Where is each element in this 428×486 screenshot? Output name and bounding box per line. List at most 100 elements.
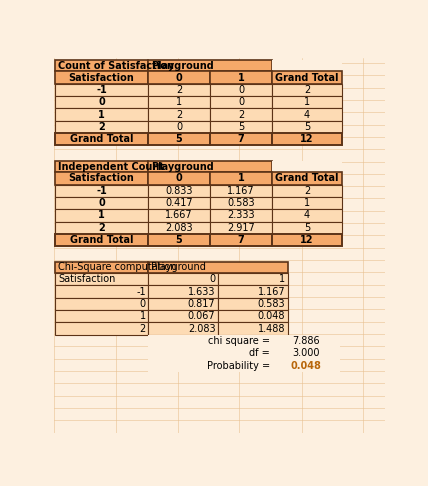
Text: 5: 5 bbox=[304, 223, 310, 233]
Text: 7.886: 7.886 bbox=[292, 336, 320, 346]
Text: 1.167: 1.167 bbox=[227, 186, 255, 196]
Text: 1.167: 1.167 bbox=[258, 287, 285, 296]
Bar bbox=[55, 108, 148, 121]
Bar bbox=[272, 209, 342, 222]
Text: 1: 1 bbox=[304, 97, 310, 107]
Text: 5: 5 bbox=[175, 235, 182, 245]
Bar bbox=[218, 310, 288, 322]
Text: 0: 0 bbox=[175, 174, 182, 183]
Bar bbox=[148, 197, 210, 209]
Bar bbox=[55, 60, 148, 71]
Text: 0: 0 bbox=[238, 97, 244, 107]
Text: 4: 4 bbox=[304, 109, 310, 120]
Bar bbox=[272, 172, 342, 185]
Bar bbox=[55, 185, 148, 197]
Bar bbox=[55, 161, 148, 172]
Text: 1.488: 1.488 bbox=[258, 324, 285, 333]
Text: chi square =: chi square = bbox=[208, 336, 270, 346]
Text: 0.417: 0.417 bbox=[165, 198, 193, 208]
Bar bbox=[210, 133, 272, 145]
Bar bbox=[218, 298, 288, 310]
Bar bbox=[272, 71, 342, 84]
Bar bbox=[218, 285, 288, 298]
Bar bbox=[272, 60, 342, 71]
Bar bbox=[55, 322, 148, 335]
Text: Grand Total: Grand Total bbox=[275, 72, 339, 83]
Text: Grand Total: Grand Total bbox=[70, 134, 133, 144]
Bar bbox=[148, 359, 272, 372]
Bar bbox=[148, 273, 218, 285]
Text: 2: 2 bbox=[98, 223, 105, 233]
Text: Chi-Square computation: Chi-Square computation bbox=[58, 262, 177, 272]
Text: 1: 1 bbox=[98, 210, 105, 220]
Text: 2: 2 bbox=[98, 122, 105, 132]
Bar bbox=[148, 209, 210, 222]
Bar bbox=[218, 273, 288, 285]
Bar bbox=[272, 347, 340, 359]
Bar bbox=[148, 261, 288, 273]
Bar bbox=[272, 359, 340, 372]
Text: 1: 1 bbox=[279, 274, 285, 284]
Text: df =: df = bbox=[249, 348, 270, 358]
Text: 0.583: 0.583 bbox=[227, 198, 255, 208]
Bar bbox=[210, 96, 272, 108]
Text: 1: 1 bbox=[140, 311, 146, 321]
Bar bbox=[210, 209, 272, 222]
Text: 2.083: 2.083 bbox=[165, 223, 193, 233]
Text: 2: 2 bbox=[238, 109, 244, 120]
Bar bbox=[210, 84, 272, 96]
Text: 1.633: 1.633 bbox=[188, 287, 215, 296]
Text: 5: 5 bbox=[238, 122, 244, 132]
Text: 1: 1 bbox=[98, 109, 105, 120]
Text: 1: 1 bbox=[238, 174, 244, 183]
Bar bbox=[148, 84, 210, 96]
Text: -1: -1 bbox=[136, 287, 146, 296]
Text: 2: 2 bbox=[304, 85, 310, 95]
Bar bbox=[272, 234, 342, 246]
Text: Grand Total: Grand Total bbox=[275, 174, 339, 183]
Text: 0.833: 0.833 bbox=[165, 186, 193, 196]
Text: 0.583: 0.583 bbox=[258, 299, 285, 309]
Bar bbox=[55, 71, 148, 84]
Bar bbox=[55, 285, 148, 298]
Bar bbox=[148, 60, 272, 71]
Text: 1.667: 1.667 bbox=[165, 210, 193, 220]
Bar bbox=[210, 121, 272, 133]
Text: Satisfaction: Satisfaction bbox=[58, 274, 116, 284]
Bar bbox=[55, 209, 148, 222]
Bar bbox=[148, 298, 218, 310]
Text: 2: 2 bbox=[176, 109, 182, 120]
Text: Satisfaction: Satisfaction bbox=[68, 174, 134, 183]
Text: 2: 2 bbox=[304, 186, 310, 196]
Bar bbox=[148, 322, 218, 335]
Bar bbox=[210, 185, 272, 197]
Text: Grand Total: Grand Total bbox=[70, 235, 133, 245]
Text: 12: 12 bbox=[300, 134, 314, 144]
Text: 0: 0 bbox=[175, 72, 182, 83]
Bar bbox=[148, 234, 210, 246]
Text: 0.048: 0.048 bbox=[291, 361, 321, 370]
Bar bbox=[55, 121, 148, 133]
Bar bbox=[148, 108, 210, 121]
Bar bbox=[272, 121, 342, 133]
Bar bbox=[272, 335, 340, 347]
Text: 1: 1 bbox=[238, 72, 244, 83]
Text: 0.048: 0.048 bbox=[258, 311, 285, 321]
Bar bbox=[55, 273, 148, 285]
Bar bbox=[55, 261, 148, 273]
Bar bbox=[272, 185, 342, 197]
Bar bbox=[210, 234, 272, 246]
Bar bbox=[55, 197, 148, 209]
Bar bbox=[148, 222, 210, 234]
Bar bbox=[148, 161, 272, 172]
Text: 0: 0 bbox=[98, 97, 105, 107]
Text: Playground: Playground bbox=[151, 262, 206, 272]
Bar bbox=[210, 197, 272, 209]
Text: 0.817: 0.817 bbox=[188, 299, 215, 309]
Bar bbox=[148, 185, 210, 197]
Text: 0: 0 bbox=[209, 274, 215, 284]
Text: 5: 5 bbox=[304, 122, 310, 132]
Bar bbox=[148, 133, 210, 145]
Text: Independent Count: Independent Count bbox=[58, 161, 164, 172]
Bar bbox=[272, 222, 342, 234]
